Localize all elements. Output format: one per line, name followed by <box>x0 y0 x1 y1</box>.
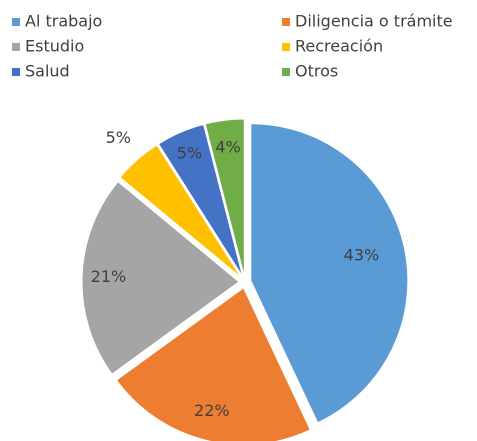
legend-label: Otros <box>295 62 338 81</box>
legend-swatch <box>282 43 290 51</box>
legend-swatch <box>12 43 20 51</box>
pie-slice <box>157 123 244 277</box>
legend-swatch <box>282 68 290 76</box>
data-label: 43% <box>344 245 380 264</box>
data-label: 5% <box>106 128 131 147</box>
legend-swatch <box>12 68 20 76</box>
legend-label: Al trabajo <box>25 12 102 31</box>
legend-label: Salud <box>25 62 70 81</box>
pie-slice <box>204 118 245 277</box>
legend-label: Estudio <box>25 37 84 56</box>
pie-slice <box>119 144 242 278</box>
data-label: 4% <box>215 138 240 157</box>
pie-slice <box>250 123 409 424</box>
data-label: 21% <box>91 267 127 286</box>
legend-swatch <box>12 18 20 26</box>
data-label: 22% <box>194 401 230 420</box>
legend-swatch <box>282 18 290 26</box>
data-label: 5% <box>177 143 202 162</box>
legend-label: Recreación <box>295 37 383 56</box>
pie-slice <box>81 181 240 375</box>
pie-slice <box>115 287 312 441</box>
legend-label: Diligencia o trámite <box>295 12 453 31</box>
